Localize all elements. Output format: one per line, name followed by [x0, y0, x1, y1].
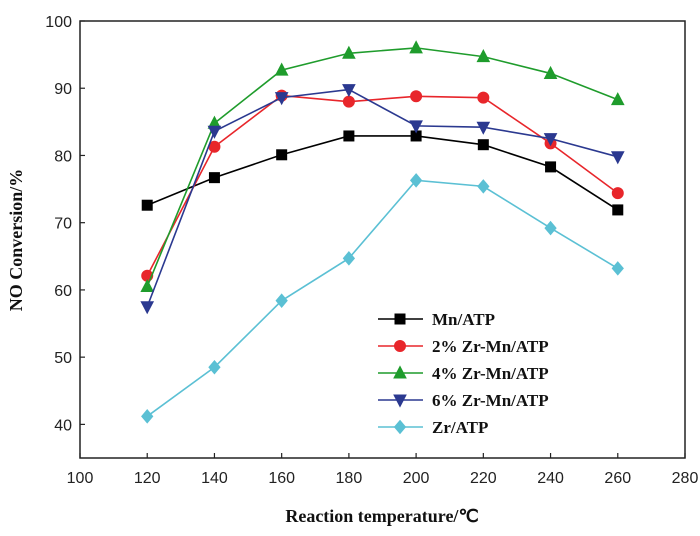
- x-tick-label: 200: [403, 470, 430, 487]
- y-tick-label: 70: [54, 216, 72, 233]
- data-point: [208, 172, 220, 184]
- y-axis-ticks: 40 50 60 70 80 90 100: [45, 14, 85, 434]
- data-point: [342, 45, 356, 59]
- x-tick-label: 280: [672, 470, 699, 487]
- legend-marker: [394, 340, 406, 352]
- legend-entry: 2% Zr-Mn/ATP: [378, 337, 549, 356]
- data-point: [409, 40, 423, 54]
- data-point: [409, 173, 423, 188]
- y-axis-label: NO Conversion/%: [6, 169, 26, 312]
- x-axis-label: Reaction temperature/℃: [285, 506, 478, 526]
- data-point: [140, 278, 155, 293]
- data-point: [409, 120, 423, 134]
- data-point: [611, 187, 624, 200]
- x-tick-label: 220: [470, 470, 497, 487]
- data-point: [141, 199, 153, 211]
- series-line: [146, 88, 618, 308]
- legend-marker: [393, 394, 407, 408]
- y-tick-label: 100: [45, 14, 72, 31]
- series-layer: [140, 40, 625, 424]
- data-point: [477, 139, 489, 151]
- y-tick-label: 90: [54, 81, 72, 98]
- data-point: [274, 62, 289, 76]
- data-point: [342, 84, 356, 98]
- y-tick-label: 50: [54, 350, 72, 367]
- data-point: [611, 261, 624, 276]
- legend-entry: 4% Zr-Mn/ATP: [378, 364, 549, 383]
- series-line: [146, 179, 619, 417]
- legend-label: 4% Zr-Mn/ATP: [432, 364, 549, 383]
- legend-label: Zr/ATP: [432, 418, 488, 437]
- data-point: [543, 65, 558, 79]
- legend-entry: Zr/ATP: [378, 418, 488, 437]
- legend-marker: [393, 365, 407, 379]
- data-point: [476, 121, 491, 135]
- x-tick-label: 140: [201, 470, 228, 487]
- data-point: [276, 149, 288, 161]
- x-tick-label: 180: [336, 470, 363, 487]
- data-point: [610, 151, 625, 165]
- data-point: [275, 293, 288, 308]
- series-0: [141, 130, 624, 216]
- data-point: [545, 161, 557, 173]
- data-point: [343, 130, 355, 142]
- data-point: [140, 301, 155, 315]
- x-tick-label: 240: [537, 470, 564, 487]
- x-tick-label: 160: [268, 470, 295, 487]
- data-point: [477, 179, 490, 194]
- data-point: [477, 91, 490, 104]
- series-2: [140, 40, 625, 293]
- data-point: [610, 92, 625, 106]
- data-point: [476, 49, 491, 63]
- series-line: [146, 94, 619, 277]
- legend: Mn/ATP 2% Zr-Mn/ATP 4% Zr-Mn/ATP 6% Zr-Mn/A…: [378, 310, 549, 437]
- legend-label: Mn/ATP: [432, 310, 495, 329]
- legend-entry: 6% Zr-Mn/ATP: [378, 391, 549, 410]
- legend-marker: [393, 419, 407, 435]
- legend-entry: Mn/ATP: [378, 310, 495, 329]
- data-point: [274, 92, 289, 106]
- legend-marker: [394, 313, 406, 325]
- data-point: [342, 251, 356, 266]
- data-point: [410, 90, 423, 103]
- data-point: [543, 133, 558, 147]
- data-point: [207, 125, 222, 139]
- data-point: [612, 204, 624, 216]
- x-axis-ticks: 100 120 140 160 180 200 220 240 260 280: [67, 453, 699, 487]
- series-4: [141, 173, 624, 424]
- x-tick-label: 260: [604, 470, 631, 487]
- data-point: [342, 95, 355, 108]
- x-tick-label: 120: [134, 470, 161, 487]
- plot-frame: [79, 20, 686, 459]
- series-line: [146, 135, 619, 211]
- x-tick-label: 100: [67, 470, 94, 487]
- series-3: [140, 84, 625, 315]
- legend-label: 6% Zr-Mn/ATP: [432, 391, 549, 410]
- series-line: [146, 47, 619, 287]
- y-tick-label: 80: [54, 148, 72, 165]
- data-point: [544, 220, 557, 236]
- y-tick-label: 40: [54, 417, 72, 434]
- data-point: [141, 409, 154, 424]
- y-tick-label: 60: [54, 283, 72, 300]
- legend-label: 2% Zr-Mn/ATP: [432, 337, 549, 356]
- data-point: [208, 359, 221, 375]
